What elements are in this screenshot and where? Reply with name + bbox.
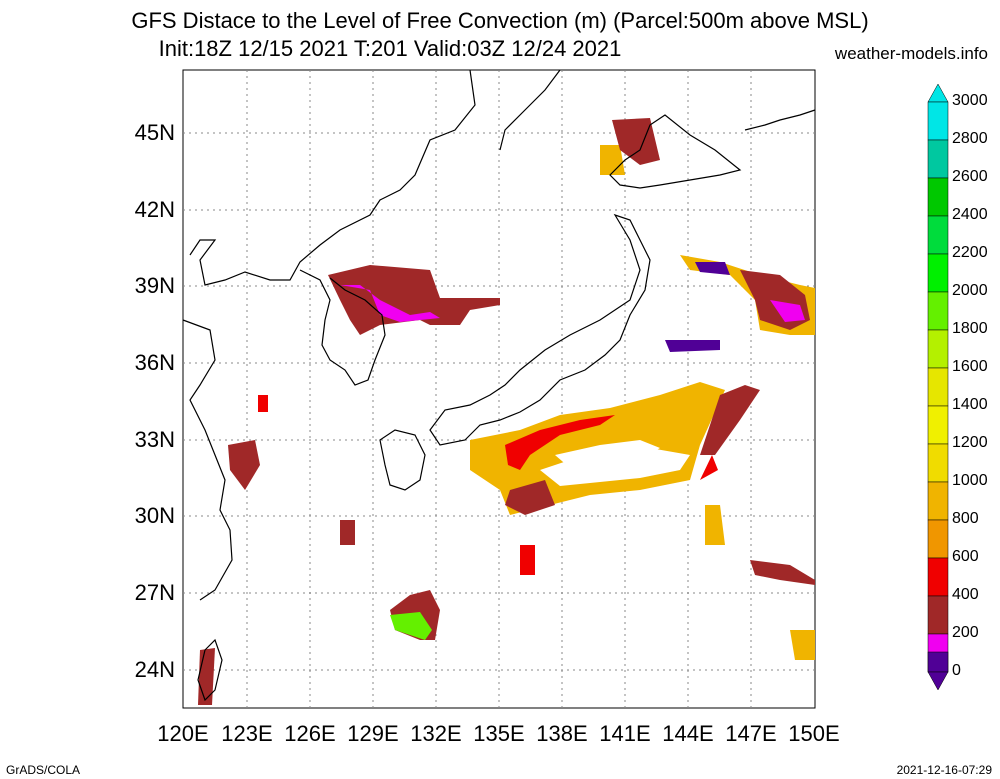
lat-label-24n: 24N (134, 657, 175, 682)
lon-label-135e: 135E (473, 721, 525, 746)
lon-label-150e: 150E (788, 721, 840, 746)
map-subtitle: Init:18Z 12/15 2021 T:201 Valid:03Z 12/2… (158, 36, 622, 61)
colorbar-label-2600: 2600 (952, 168, 988, 185)
colorbar-label-2000: 2000 (952, 282, 988, 299)
colorbar-label-800: 800 (952, 510, 979, 527)
colorbar-label-3000: 3000 (952, 92, 988, 109)
map-title: GFS Distace to the Level of Free Convect… (131, 8, 869, 33)
colorbar-label-2400: 2400 (952, 206, 988, 223)
colorbar-label-2200: 2200 (952, 244, 988, 261)
source-site: weather-models.info (834, 44, 988, 63)
colorbar-label-1200: 1200 (952, 434, 988, 451)
coastlines (182, 69, 816, 702)
colorbar-label-1400: 1400 (952, 396, 988, 413)
lat-label-39n: 39N (134, 273, 175, 298)
colorbar-label-2800: 2800 (952, 130, 988, 147)
lon-label-144e: 144E (662, 721, 714, 746)
colorbar-label-200: 200 (952, 624, 979, 641)
lfc-shading (198, 118, 815, 705)
colorbar-label-1000: 1000 (952, 472, 988, 489)
lon-label-138e: 138E (536, 721, 588, 746)
colorbar-label-1800: 1800 (952, 320, 988, 337)
lat-label-45n: 45N (134, 120, 175, 145)
lon-label-147e: 147E (725, 721, 777, 746)
lat-label-33n: 33N (134, 427, 175, 452)
lat-label-30n: 30N (134, 503, 175, 528)
lon-label-120e: 120E (157, 721, 209, 746)
colorbar-label-400: 400 (952, 586, 979, 603)
colorbar (927, 83, 949, 691)
colorbar-label-0: 0 (952, 662, 961, 679)
footer-timestamp: 2021-12-16-07:29 (896, 763, 992, 777)
lon-label-132e: 132E (410, 721, 462, 746)
lat-label-42n: 42N (134, 197, 175, 222)
lon-label-126e: 126E (284, 721, 336, 746)
footer-software: GrADS/COLA (6, 763, 81, 777)
lat-label-27n: 27N (134, 580, 175, 605)
lon-label-123e: 123E (221, 721, 273, 746)
colorbar-label-600: 600 (952, 548, 979, 565)
lon-label-141e: 141E (599, 721, 651, 746)
lat-label-36n: 36N (134, 350, 175, 375)
colorbar-label-1600: 1600 (952, 358, 988, 375)
lon-label-129e: 129E (347, 721, 399, 746)
